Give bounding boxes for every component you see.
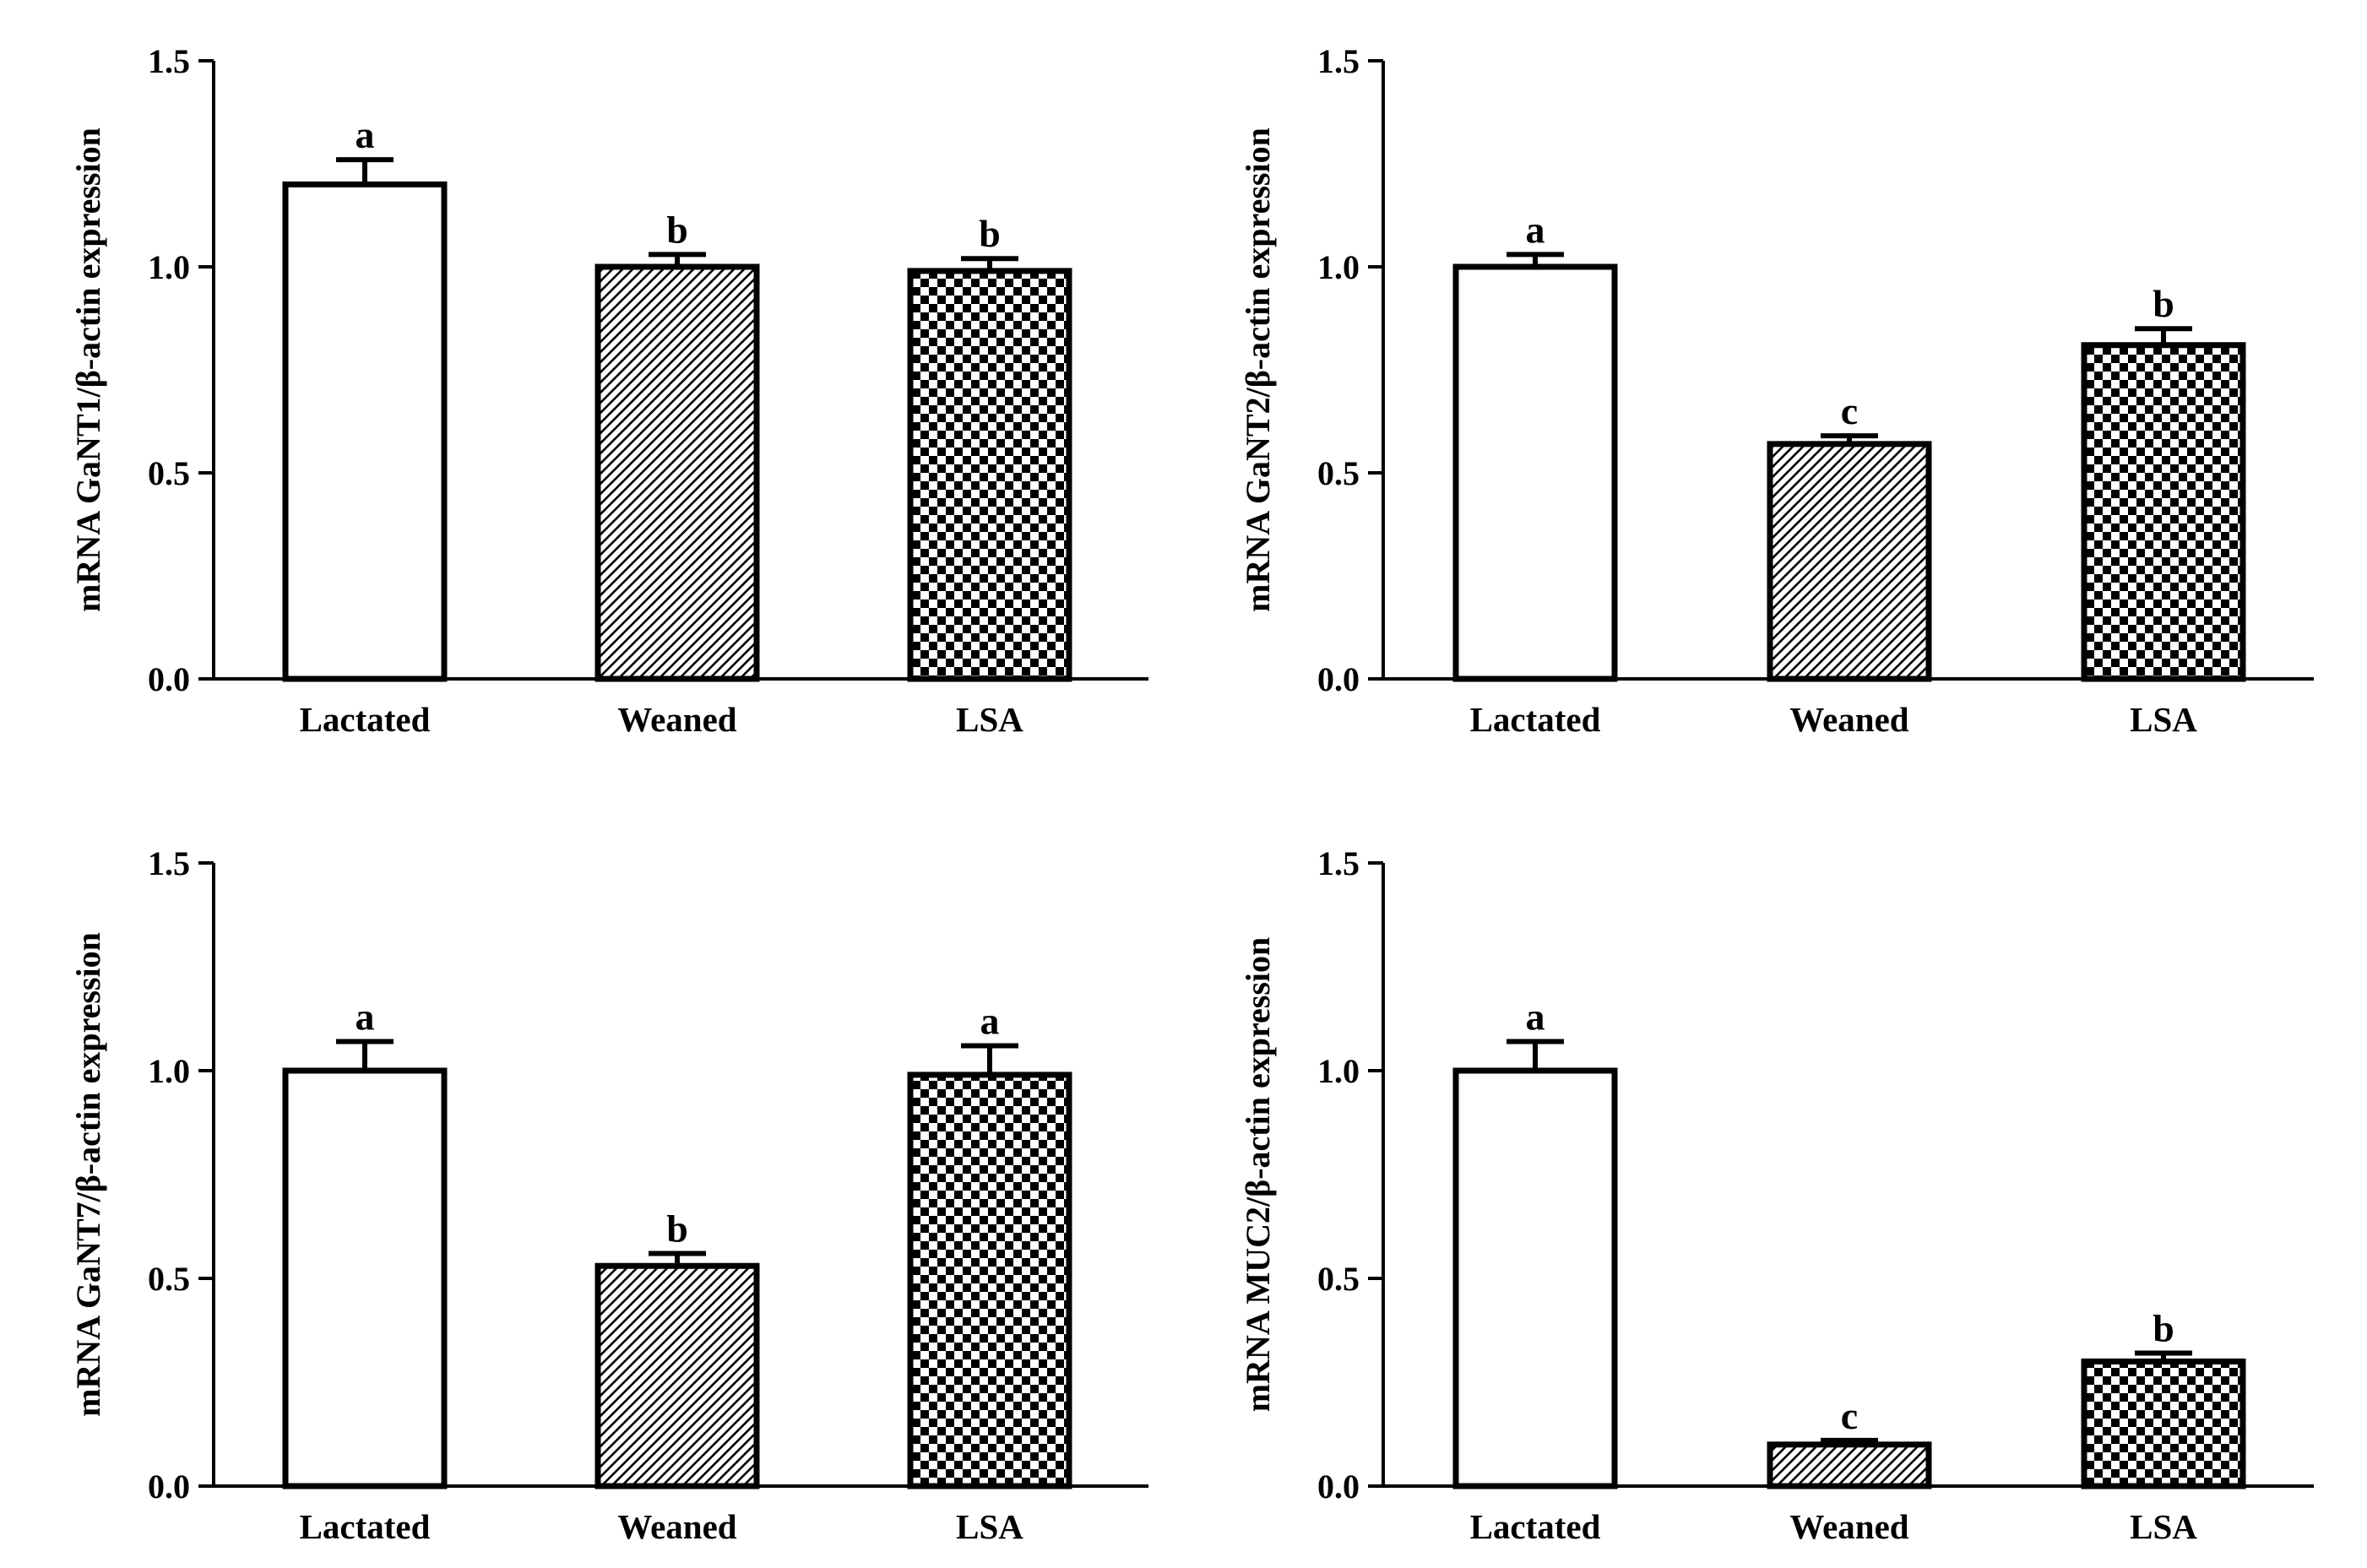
x-category-label: LSA	[2130, 1507, 2197, 1546]
bar-lsa	[2081, 342, 2246, 682]
x-category-label: Lactated	[1470, 700, 1601, 739]
bar-weaned	[594, 1262, 760, 1489]
significance-letter: c	[1841, 389, 1858, 432]
y-tick-label: 0.0	[1317, 660, 1360, 698]
bar-weaned	[1767, 441, 1932, 682]
x-category-label: LSA	[956, 700, 1023, 739]
y-tick-label: 1.0	[1317, 1052, 1360, 1090]
y-tick-label: 0.0	[148, 1468, 190, 1506]
x-category-label: Weaned	[617, 1507, 736, 1546]
significance-letter: b	[666, 208, 688, 251]
significance-letter: a	[356, 113, 375, 156]
bar-lsa	[907, 268, 1072, 682]
bar-lactated	[282, 1067, 448, 1489]
y-axis-title: mRNA MUC2/β-actin expression	[1239, 937, 1277, 1413]
significance-letter: c	[1841, 1394, 1858, 1437]
bar-lactated	[1452, 263, 1618, 682]
bar-lsa	[907, 1072, 1072, 1489]
bar-lsa	[2081, 1358, 2246, 1489]
significance-letter: b	[2153, 1307, 2174, 1350]
significance-letter: a	[1526, 208, 1545, 251]
y-tick-label: 0.0	[1317, 1468, 1360, 1506]
y-axis-title: mRNA GaNT2/β-actin expression	[1239, 128, 1277, 612]
bar-weaned	[1767, 1441, 1932, 1489]
significance-letter: a	[1526, 996, 1545, 1039]
y-tick-label: 1.0	[148, 1052, 190, 1090]
y-tick-label: 1.5	[148, 844, 190, 882]
x-category-label: Weaned	[617, 700, 736, 739]
x-category-label: Weaned	[1789, 1507, 1908, 1546]
x-category-label: Lactated	[300, 1507, 431, 1546]
bar-lactated	[1452, 1067, 1618, 1489]
significance-letter: a	[356, 996, 375, 1039]
chart-panel-ganti2: 0.0 0.5 1.0 1.5 mRNA GaNT2/β-actin expressio…	[1239, 42, 2314, 739]
y-tick-label: 0.5	[1317, 454, 1360, 492]
y-tick-label: 1.5	[1317, 844, 1360, 882]
y-tick-label: 1.5	[148, 42, 190, 80]
y-tick-label: 1.5	[1317, 42, 1360, 80]
significance-letter: b	[979, 212, 1001, 255]
y-tick-label: 0.5	[148, 1260, 190, 1298]
y-tick-label: 1.0	[1317, 248, 1360, 286]
y-tick-label: 1.0	[148, 248, 190, 286]
x-category-label: LSA	[956, 1507, 1023, 1546]
bar-lactated	[282, 181, 448, 682]
x-category-label: Lactated	[1470, 1507, 1601, 1546]
chart-panel-ganti1: 0.0 0.5 1.0 1.5 mRNA GaNT1/β-actin expressio…	[69, 42, 1148, 739]
y-axis-title: mRNA GaNT7/β-actin expression	[69, 932, 107, 1417]
chart-panel-ganti7: 0.0 0.5 1.0 1.5 mRNA GaNT7/β-actin expressio…	[69, 844, 1148, 1546]
significance-letter: b	[2153, 282, 2174, 325]
x-category-label: Weaned	[1789, 700, 1908, 739]
y-tick-label: 0.0	[148, 660, 190, 698]
y-axis-title: mRNA GaNT1/β-actin expression	[69, 128, 107, 612]
x-category-label: LSA	[2130, 700, 2197, 739]
bar-weaned	[594, 263, 760, 682]
y-tick-label: 0.5	[1317, 1260, 1360, 1298]
x-category-label: Lactated	[300, 700, 431, 739]
y-tick-label: 0.5	[148, 454, 190, 492]
significance-letter: a	[980, 999, 1000, 1042]
chart-panel-muc2: 0.0 0.5 1.0 1.5 mRNA MUC2/β-actin expression…	[1239, 844, 2314, 1546]
significance-letter: b	[666, 1207, 688, 1250]
